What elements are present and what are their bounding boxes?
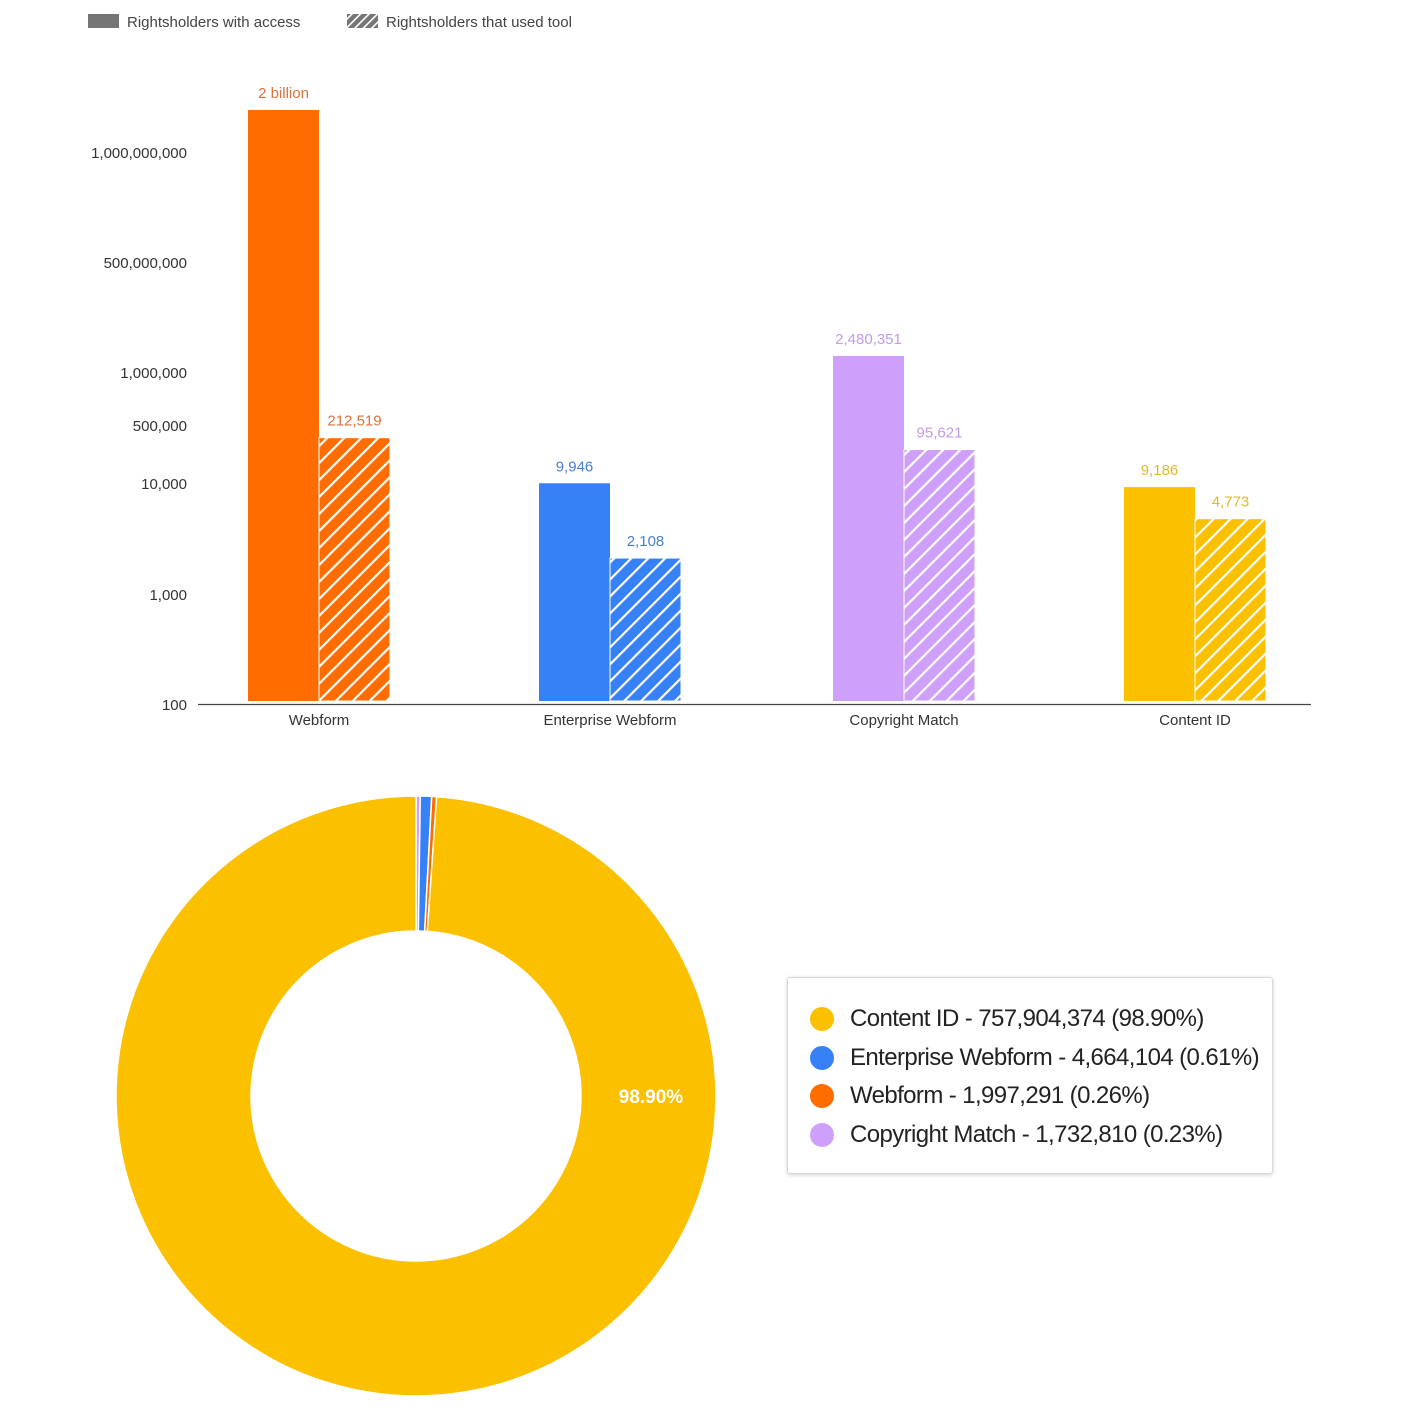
donut-slice-label: 98.90% bbox=[619, 1087, 684, 1108]
y-tick-label: 10,000 bbox=[141, 476, 187, 493]
legend-dot-content-id bbox=[810, 1007, 834, 1032]
y-tick-label: 500,000 bbox=[133, 418, 187, 435]
data-label-webform-rightsholders-with-access: 2 billion bbox=[258, 85, 309, 102]
bar-group-webform: 2 billion 212,519 Webform bbox=[248, 85, 391, 729]
y-tick-label: 1,000 bbox=[149, 587, 187, 604]
data-label-content-id-rightsholders-with-access: 9,186 bbox=[1141, 462, 1179, 479]
bar-content-id-rightsholders-that-used-tool bbox=[1194, 518, 1267, 702]
bar-copyright-match-rightsholders-that-used-tool bbox=[903, 449, 976, 702]
x-tick-label-webform: Webform bbox=[289, 712, 350, 729]
bar-enterprise-webform-rightsholders-that-used-tool bbox=[609, 557, 682, 702]
legend-dot-webform bbox=[810, 1084, 834, 1109]
bar-group-content-id: 9,186 4,773 Content ID bbox=[1124, 462, 1267, 729]
legend-text-content-id: Content ID - 757,904,374 (98.90%) bbox=[850, 1005, 1204, 1033]
bar-enterprise-webform-rightsholders-with-access bbox=[539, 483, 610, 701]
legend-dot-copyright-match bbox=[810, 1122, 834, 1147]
bar-webform-rightsholders-that-used-tool bbox=[318, 437, 391, 702]
legend-item-content-id: Content ID - 757,904,374 (98.90%) bbox=[810, 1000, 1272, 1039]
legend-text-copyright-match: Copyright Match - 1,732,810 (0.23%) bbox=[850, 1120, 1223, 1148]
legend-swatch-rightsholders-that-used-tool bbox=[347, 14, 378, 28]
legend-dot-enterprise-webform bbox=[810, 1045, 834, 1070]
legend-label-rightsholders-that-used-tool: Rightsholders that used tool bbox=[386, 14, 572, 31]
data-label-enterprise-webform-rightsholders-that-used-tool: 2,108 bbox=[627, 533, 665, 550]
bar-webform-rightsholders-with-access bbox=[248, 110, 319, 701]
x-tick-label-enterprise-webform: Enterprise Webform bbox=[543, 712, 676, 729]
donut-chart: 98.90% bbox=[115, 795, 717, 1397]
y-tick-label: 100 bbox=[162, 697, 187, 714]
legend-item-webform: Webform - 1,997,291 (0.26%) bbox=[810, 1077, 1272, 1116]
data-label-copyright-match-rightsholders-that-used-tool: 95,621 bbox=[917, 425, 963, 442]
legend-text-webform: Webform - 1,997,291 (0.26%) bbox=[850, 1082, 1150, 1110]
legend-swatch-rightsholders-with-access bbox=[88, 14, 119, 28]
data-label-enterprise-webform-rightsholders-with-access: 9,946 bbox=[556, 458, 594, 475]
donut-legend: Content ID - 757,904,374 (98.90%) Enterpr… bbox=[787, 977, 1273, 1174]
legend-text-enterprise-webform: Enterprise Webform - 4,664,104 (0.61%) bbox=[850, 1043, 1260, 1071]
y-tick-label: 500,000,000 bbox=[104, 255, 187, 272]
bar-copyright-match-rightsholders-with-access bbox=[833, 355, 904, 701]
x-tick-label-content-id: Content ID bbox=[1159, 712, 1231, 729]
data-label-content-id-rightsholders-that-used-tool: 4,773 bbox=[1212, 494, 1250, 511]
data-label-webform-rightsholders-that-used-tool: 212,519 bbox=[327, 413, 381, 430]
bar-group-copyright-match: 2,480,351 95,621 Copyright Match bbox=[833, 331, 976, 729]
bar-chart: Rightsholders with access Rightsholders t… bbox=[88, 14, 1311, 729]
y-tick-label: 1,000,000,000 bbox=[91, 145, 187, 162]
data-label-copyright-match-rightsholders-with-access: 2,480,351 bbox=[835, 331, 902, 348]
legend-item-copyright-match: Copyright Match - 1,732,810 (0.23%) bbox=[810, 1116, 1272, 1155]
bar-legend: Rightsholders with access Rightsholders t… bbox=[88, 14, 572, 31]
bar-content-id-rightsholders-with-access bbox=[1124, 487, 1195, 701]
legend-item-enterprise-webform: Enterprise Webform - 4,664,104 (0.61%) bbox=[810, 1039, 1272, 1078]
y-tick-label: 1,000,000 bbox=[120, 365, 187, 382]
x-tick-label-copyright-match: Copyright Match bbox=[849, 712, 958, 729]
legend-label-rightsholders-with-access: Rightsholders with access bbox=[127, 14, 300, 31]
donut-slice-content-id bbox=[115, 795, 717, 1397]
bar-group-enterprise-webform: 9,946 2,108 Enterprise Webform bbox=[539, 458, 682, 729]
